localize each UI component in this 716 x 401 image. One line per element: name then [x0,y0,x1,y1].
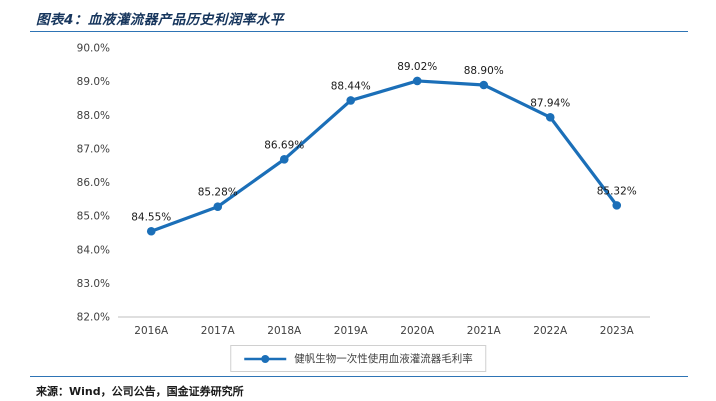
data-point [612,201,622,210]
x-axis-tick-label: 2019A [334,325,369,337]
y-axis-tick-label: 84.0% [77,244,110,256]
x-axis-tick-label: 2018A [267,325,302,337]
data-label: 85.28% [198,187,238,199]
x-axis-tick-label: 2022A [533,325,568,337]
line-chart: 90.0% 89.0% 88.0% 87.0% 86.0% 85.0% 84.0% 83.0%… [77,43,650,337]
y-axis-tick-label: 85.0% [77,211,110,223]
series-line [149,79,619,233]
data-label: 84.55% [131,211,171,223]
y-axis-tick-label: 83.0% [77,278,110,290]
data-point [412,76,422,86]
legend-label: 健帆生物一次性使用血液灌流器毛利率 [294,353,473,365]
x-axis-tick-label: 2023A [600,325,635,337]
y-axis-tick-label: 86.0% [77,177,110,189]
data-point [545,112,555,122]
data-label: 88.90% [464,65,504,77]
data-point [279,154,289,164]
data-label: 89.02% [397,61,437,73]
x-axis-tick-label: 2017A [201,325,236,337]
data-point [479,80,489,90]
data-point [146,226,156,236]
footer-divider [30,376,688,377]
y-axis-tick-label: 89.0% [77,76,110,88]
data-label: 87.94% [530,97,570,109]
source-note: 来源：Wind，公司公告，国金证券研究所 [36,385,244,398]
x-axis-tick-label: 2016A [134,325,169,337]
y-axis-tick-label: 88.0% [77,110,110,122]
data-point [213,202,223,212]
legend-dot [261,354,270,363]
y-axis-tick-label: 90.0% [77,43,110,55]
x-axis-tick-label: 2021A [467,325,502,337]
data-point [346,96,356,105]
legend-line-marker-icon [244,354,287,363]
x-axis-tick-label: 2020A [400,325,435,337]
data-label: 86.69% [264,139,304,151]
y-axis-tick-label: 82.0% [77,312,110,324]
data-label: 85.32% [597,185,637,197]
data-label: 88.44% [331,80,371,92]
figure-title: 图表4：血液灌流器产品历史利润率水平 [36,12,284,28]
y-axis-tick-label: 87.0% [77,143,110,155]
chart-legend: 健帆生物一次性使用血液灌流器毛利率 [230,345,486,372]
title-divider [30,31,688,32]
